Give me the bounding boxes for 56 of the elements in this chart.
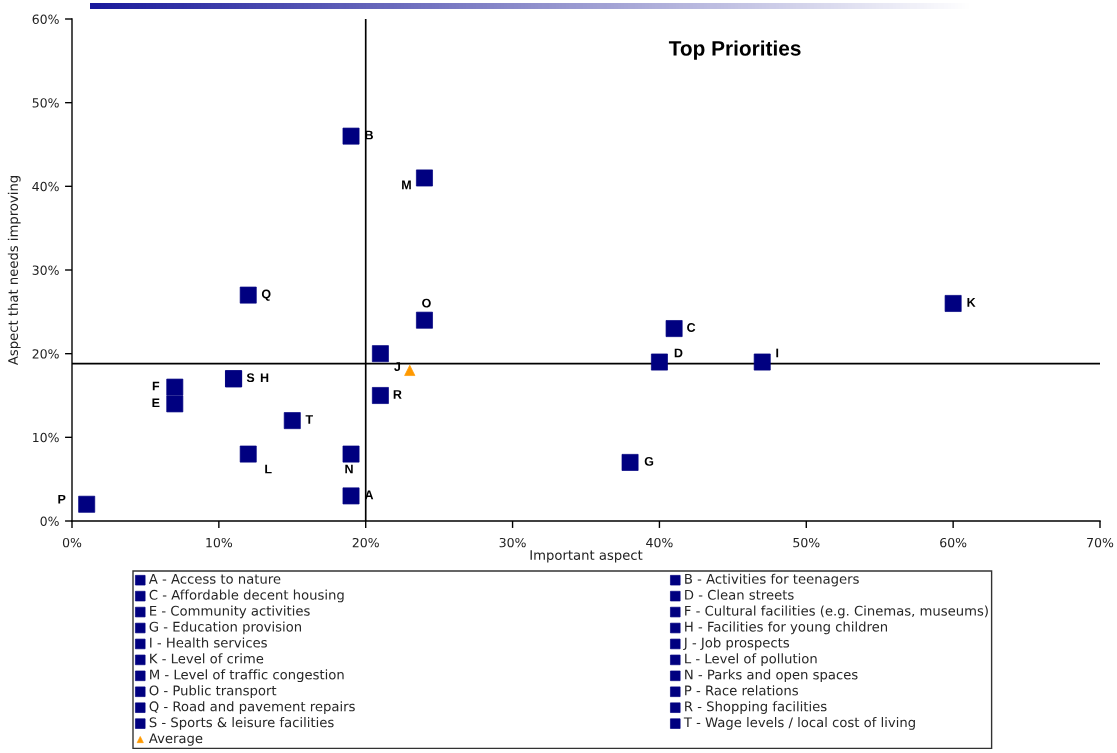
legend-label: E - Community activities	[150, 605, 310, 619]
y-tick-label: 10%	[33, 432, 59, 443]
legend-label: K - Level of crime	[150, 653, 264, 664]
x-tick-label: 30%	[499, 537, 526, 548]
x-tick-label: 70%	[1087, 537, 1114, 548]
x-tick-label: 60%	[940, 537, 967, 548]
data-label: F	[152, 381, 160, 391]
legend-label: I - Health services	[150, 637, 267, 648]
y-tick-label: 20%	[32, 349, 59, 359]
x-axis-title: Important aspect	[530, 550, 643, 563]
data-label: S	[246, 373, 255, 383]
y-tick-label: 60%	[32, 14, 59, 24]
data-label: M	[402, 180, 411, 190]
legend-label: G - Education provision	[149, 621, 301, 635]
data-label: P	[58, 494, 66, 504]
y-tick-label: 30%	[32, 265, 59, 275]
legend-label: B - Activities for teenagers	[685, 573, 859, 587]
legend-label: H - Facilities for young children	[685, 621, 888, 635]
legend-label: C - Affordable decent housing	[149, 589, 344, 603]
x-tick-label: 40%	[646, 537, 673, 548]
data-label: O	[422, 298, 431, 308]
y-tick-label: 40%	[32, 181, 59, 192]
legend-label: F - Cultural facilities (e.g. Cinemas, museums)	[685, 605, 988, 619]
text: Top Priorities	[668, 40, 801, 60]
legend-label: R - Shopping facilities	[685, 701, 827, 714]
legend-label: D - Clean streets	[685, 589, 794, 600]
legend-label: A - Access to nature	[148, 574, 281, 584]
data-label: E	[152, 398, 160, 408]
data-label: K	[967, 298, 976, 307]
y-axis-title: Aspect that needs improving	[7, 176, 21, 366]
legend-label: N - Parks and open spaces	[685, 669, 858, 683]
data-label: H	[260, 373, 269, 382]
data-label: T	[305, 415, 313, 424]
legend-label: Q - Road and pavement repairs	[149, 701, 355, 714]
x-tick-label: 20%	[352, 537, 379, 548]
data-label: Q	[261, 289, 271, 301]
legend-label: J - Job prospects	[683, 637, 790, 651]
data-label: C	[687, 323, 696, 332]
y-tick-label: 0%	[40, 516, 59, 526]
x-tick-label: 0%	[62, 537, 82, 548]
data-label: I	[776, 348, 779, 358]
legend-label: T - Wage levels / local cost of living	[683, 717, 915, 730]
data-label: R	[393, 390, 402, 399]
legend-label: P - Race relations	[685, 685, 798, 696]
legend-label: O - Public transport	[149, 685, 277, 698]
legend-label: L - Level of pollution	[685, 653, 817, 667]
legend-label: Average	[148, 733, 203, 746]
data-label: L	[265, 464, 272, 474]
legend-label: S - Sports & leisure facilities	[149, 717, 334, 730]
data-label: G	[644, 456, 654, 466]
x-tick-label: 10%	[206, 537, 233, 548]
data-label: N	[345, 464, 353, 474]
data-label: D	[674, 348, 683, 358]
y-tick-label: 50%	[32, 98, 59, 108]
x-tick-label: 50%	[793, 537, 820, 548]
legend-label: M - Level of traffic congestion	[150, 669, 344, 683]
